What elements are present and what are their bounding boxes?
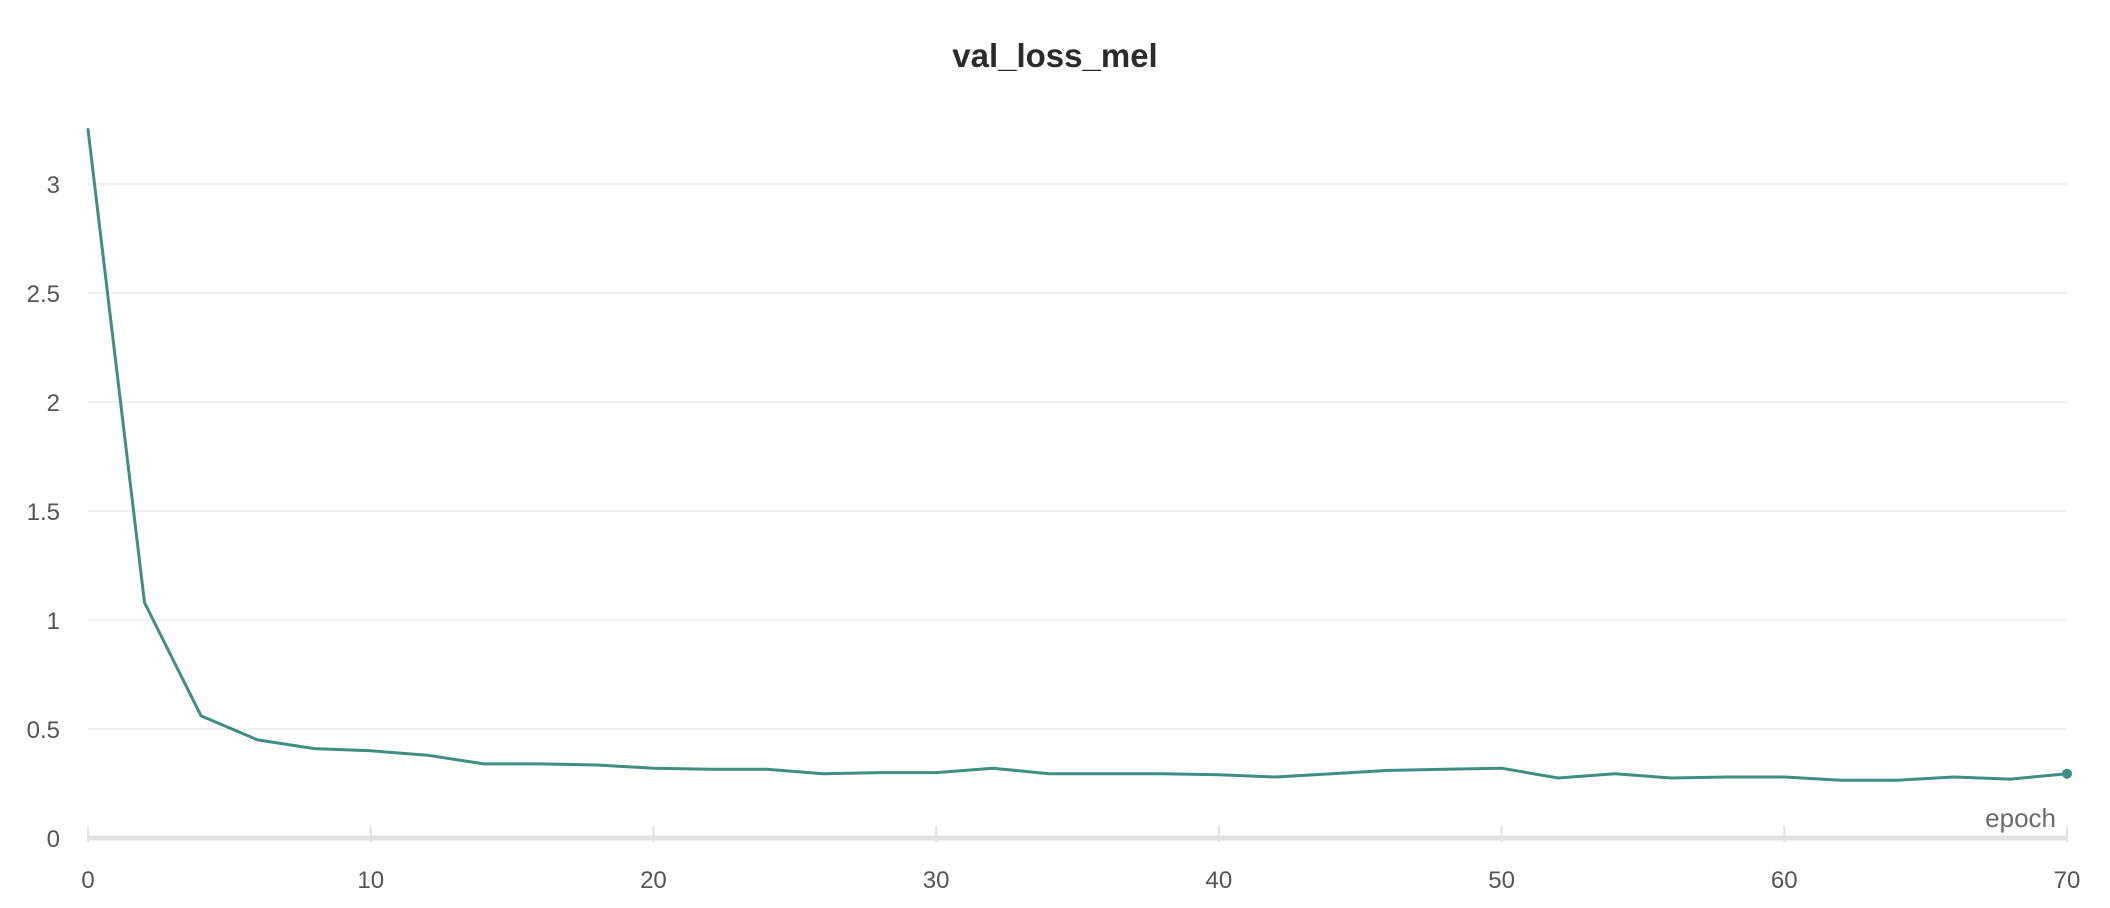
y-tick-label: 1.5 — [27, 499, 60, 526]
y-tick-label: 0 — [47, 826, 60, 853]
x-tick-label: 70 — [2054, 867, 2081, 894]
x-tick-label: 10 — [357, 867, 384, 894]
series-group — [86, 128, 2072, 782]
x-tick-label: 50 — [1488, 867, 1515, 894]
series-line — [86, 128, 2069, 782]
y-tick-label: 1 — [47, 608, 60, 635]
x-tick-label: 60 — [1771, 867, 1798, 894]
x-tick-label: 30 — [923, 867, 950, 894]
chart-title: val_loss_mel — [952, 37, 1157, 74]
series-endpoint — [2062, 768, 2072, 779]
x-tick-label: 40 — [1206, 867, 1233, 894]
y-tick-label: 3 — [47, 172, 60, 199]
x-axis-label: epoch — [1985, 803, 2056, 833]
x-tick-label: 20 — [640, 867, 667, 894]
x-tick-label: 0 — [81, 867, 94, 894]
y-tick-label: 2.5 — [27, 281, 60, 308]
y-tick-label: 2 — [47, 390, 60, 417]
y-tick-label: 0.5 — [27, 717, 60, 744]
y-axis-ticks: 0 0.5 1 1.5 2 2.5 3 — [27, 172, 60, 853]
grid-lines — [88, 183, 2067, 730]
x-axis-ticks: 0 10 20 30 40 50 60 70 — [81, 826, 2080, 894]
